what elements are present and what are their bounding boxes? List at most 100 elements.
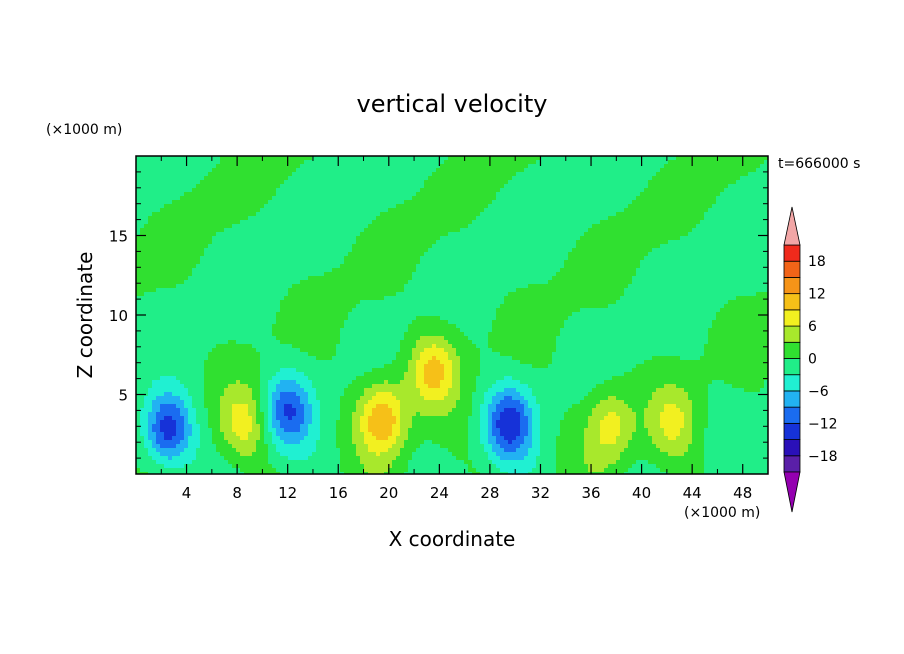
field-cell — [356, 196, 361, 201]
field-cell — [312, 248, 317, 253]
field-cell — [716, 228, 721, 233]
field-cell — [380, 176, 385, 181]
field-cell — [496, 196, 501, 201]
field-cell — [420, 280, 425, 285]
field-cell — [656, 188, 661, 193]
field-cell — [164, 180, 169, 185]
field-cell — [572, 232, 577, 237]
field-cell — [140, 220, 145, 225]
field-cell — [492, 160, 497, 165]
field-cell — [340, 176, 345, 181]
field-cell — [496, 280, 501, 285]
field-cell — [640, 172, 645, 177]
field-cell — [304, 260, 309, 265]
field-cell — [180, 220, 185, 225]
field-cell — [544, 160, 549, 165]
field-cell — [700, 236, 705, 241]
field-cell — [388, 164, 393, 169]
field-cell — [456, 260, 461, 265]
field-cell — [436, 172, 441, 177]
field-cell — [220, 256, 225, 261]
field-cell — [236, 248, 241, 253]
field-cell — [268, 192, 273, 197]
field-cell — [396, 268, 401, 273]
field-cell — [764, 228, 768, 233]
field-cell — [500, 280, 505, 285]
field-cell — [188, 244, 193, 249]
field-cell — [692, 204, 697, 209]
field-cell — [548, 188, 553, 193]
field-cell — [464, 260, 469, 265]
field-cell — [664, 168, 669, 173]
field-cell — [692, 252, 697, 257]
field-cell — [608, 184, 613, 189]
field-cell — [232, 160, 237, 165]
field-cell — [492, 204, 497, 209]
field-cell — [348, 264, 353, 269]
field-cell — [680, 240, 685, 245]
field-cell — [616, 248, 621, 253]
field-cell — [700, 252, 705, 257]
field-cell — [740, 236, 745, 241]
field-cell — [424, 200, 429, 205]
field-cell — [336, 204, 341, 209]
field-cell — [660, 156, 665, 161]
field-cell — [564, 172, 569, 177]
field-cell — [256, 236, 261, 241]
field-cell — [548, 196, 553, 201]
field-cell — [272, 164, 277, 169]
y-unit-label: (×1000 m) — [46, 122, 122, 138]
field-cell — [700, 168, 705, 173]
field-cell — [624, 252, 629, 257]
field-cell — [184, 200, 189, 205]
field-cell — [692, 264, 697, 269]
field-cell — [468, 240, 473, 245]
field-cell — [300, 260, 305, 265]
field-cell — [488, 188, 493, 193]
field-cell — [704, 196, 709, 201]
field-cell — [448, 172, 453, 177]
field-cell — [444, 272, 449, 277]
field-cell — [332, 160, 337, 165]
field-cell — [316, 168, 321, 173]
field-cell — [176, 268, 181, 273]
field-cell — [532, 208, 537, 213]
field-cell — [764, 244, 768, 249]
field-cell — [480, 240, 485, 245]
field-cell — [460, 160, 465, 165]
field-cell — [640, 220, 645, 225]
field-cell — [716, 208, 721, 213]
field-cell — [480, 200, 485, 205]
field-cell — [228, 220, 233, 225]
field-cell — [400, 168, 405, 173]
field-cell — [232, 268, 237, 273]
field-cell — [284, 240, 289, 245]
field-cell — [692, 200, 697, 205]
field-cell — [224, 228, 229, 233]
field-cell — [432, 196, 437, 201]
field-cell — [752, 272, 757, 277]
field-cell — [584, 276, 589, 281]
field-cell — [596, 180, 601, 185]
field-cell — [244, 252, 249, 257]
field-cell — [760, 260, 765, 265]
field-cell — [140, 200, 145, 205]
field-cell — [552, 200, 557, 205]
field-cell — [548, 236, 553, 241]
field-cell — [444, 256, 449, 261]
field-cell — [468, 188, 473, 193]
field-cell — [520, 236, 525, 241]
field-cell — [716, 176, 721, 181]
field-cell — [524, 188, 529, 193]
field-cell — [668, 180, 673, 185]
field-cell — [476, 164, 481, 169]
field-cell — [624, 184, 629, 189]
field-cell — [452, 184, 457, 189]
field-cell — [212, 212, 217, 217]
field-cell — [744, 276, 749, 281]
field-cell — [220, 268, 225, 273]
field-cell — [504, 204, 509, 209]
field-cell — [548, 160, 553, 165]
field-cell — [468, 196, 473, 201]
field-cell — [504, 224, 509, 229]
